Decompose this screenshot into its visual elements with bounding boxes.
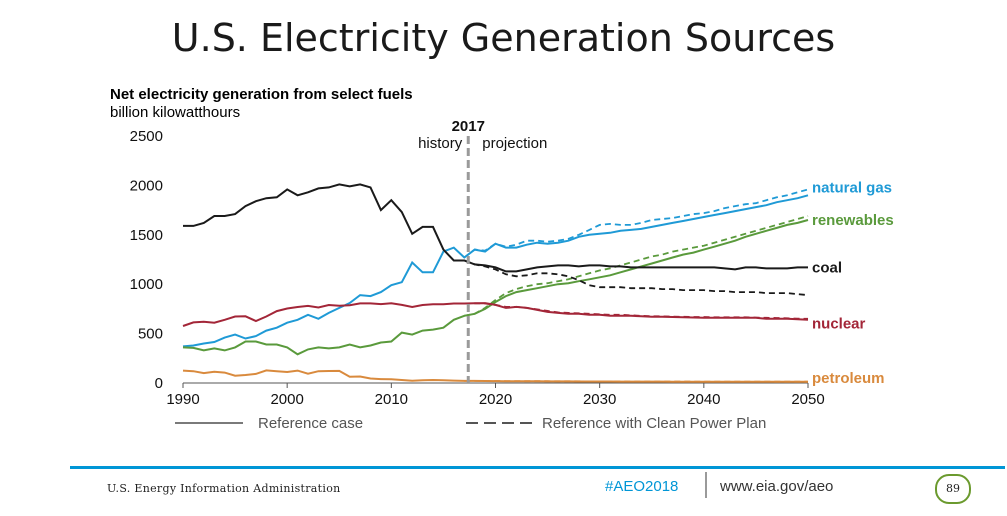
x-tick-label: 1990 [166, 391, 199, 408]
series-label-natural-gas: natural gas [812, 179, 892, 196]
footer-url-link[interactable]: www.eia.gov/aeo [720, 478, 834, 495]
history-label: history [418, 135, 463, 152]
y-axis-unit-label: billion kilowatthours [110, 104, 241, 121]
series-line-petroleum-reference [182, 369, 808, 383]
series-line-nuclear-reference [182, 302, 809, 327]
y-tick-label: 2000 [130, 177, 163, 194]
x-tick-label: 2050 [791, 391, 824, 408]
chart-title: Net electricity generation from select f… [110, 86, 413, 103]
series-line-renewables-clean-power-plan [464, 215, 809, 317]
x-tick-label: 2040 [687, 391, 720, 408]
y-tick-label: 0 [155, 375, 163, 392]
footer-organization: U.S. Energy Information Administration [107, 482, 341, 495]
y-tick-label: 2500 [130, 128, 163, 145]
y-tick-label: 1000 [130, 276, 163, 293]
chart-legend: Reference case Reference with Clean Power… [175, 415, 766, 432]
slide-title: U.S. Electricity Generation Sources [171, 16, 836, 60]
series-label-coal: coal [812, 259, 842, 276]
series-label-petroleum: petroleum [812, 370, 885, 387]
divider-year-label: 2017 [452, 118, 485, 135]
line-chart: 1990 2000 2010 2020 2030 2040 2050 0 500 1000 1500… [130, 118, 894, 432]
series-line-nuclear-clean-power-plan [464, 302, 809, 320]
chart-axes: 1990 2000 2010 2020 2030 2040 2050 0 500 1000 1500… [130, 128, 825, 408]
chart-series-labels: natural gas renewables coal nuclear petroleu… [812, 179, 894, 387]
y-tick-label: 500 [138, 326, 163, 343]
series-line-natural-gas-clean-power-plan [463, 188, 809, 259]
footer-rule [70, 466, 1005, 469]
legend-label-reference-case: Reference case [258, 415, 363, 432]
series-line-renewables-reference [182, 219, 809, 356]
series-line-coal-clean-power-plan [463, 259, 809, 296]
series-label-renewables: renewables [812, 212, 894, 229]
page-number-badge: 89 [935, 474, 971, 504]
projection-label: projection [482, 135, 547, 152]
legend-label-clean-power-plan: Reference with Clean Power Plan [542, 415, 766, 432]
series-line-coal-reference [183, 183, 808, 273]
y-tick-label: 1500 [130, 227, 163, 244]
footer-separator [705, 472, 707, 498]
series-line-petroleum-clean-power-plan [464, 380, 808, 383]
footer-hashtag[interactable]: #AEO2018 [605, 478, 679, 495]
x-tick-label: 2000 [270, 391, 303, 408]
x-tick-label: 2010 [375, 391, 408, 408]
chart-lines [182, 183, 809, 383]
series-line-natural-gas-reference [182, 194, 809, 348]
series-label-nuclear: nuclear [812, 316, 866, 333]
x-tick-label: 2020 [479, 391, 512, 408]
x-tick-label: 2030 [583, 391, 616, 408]
